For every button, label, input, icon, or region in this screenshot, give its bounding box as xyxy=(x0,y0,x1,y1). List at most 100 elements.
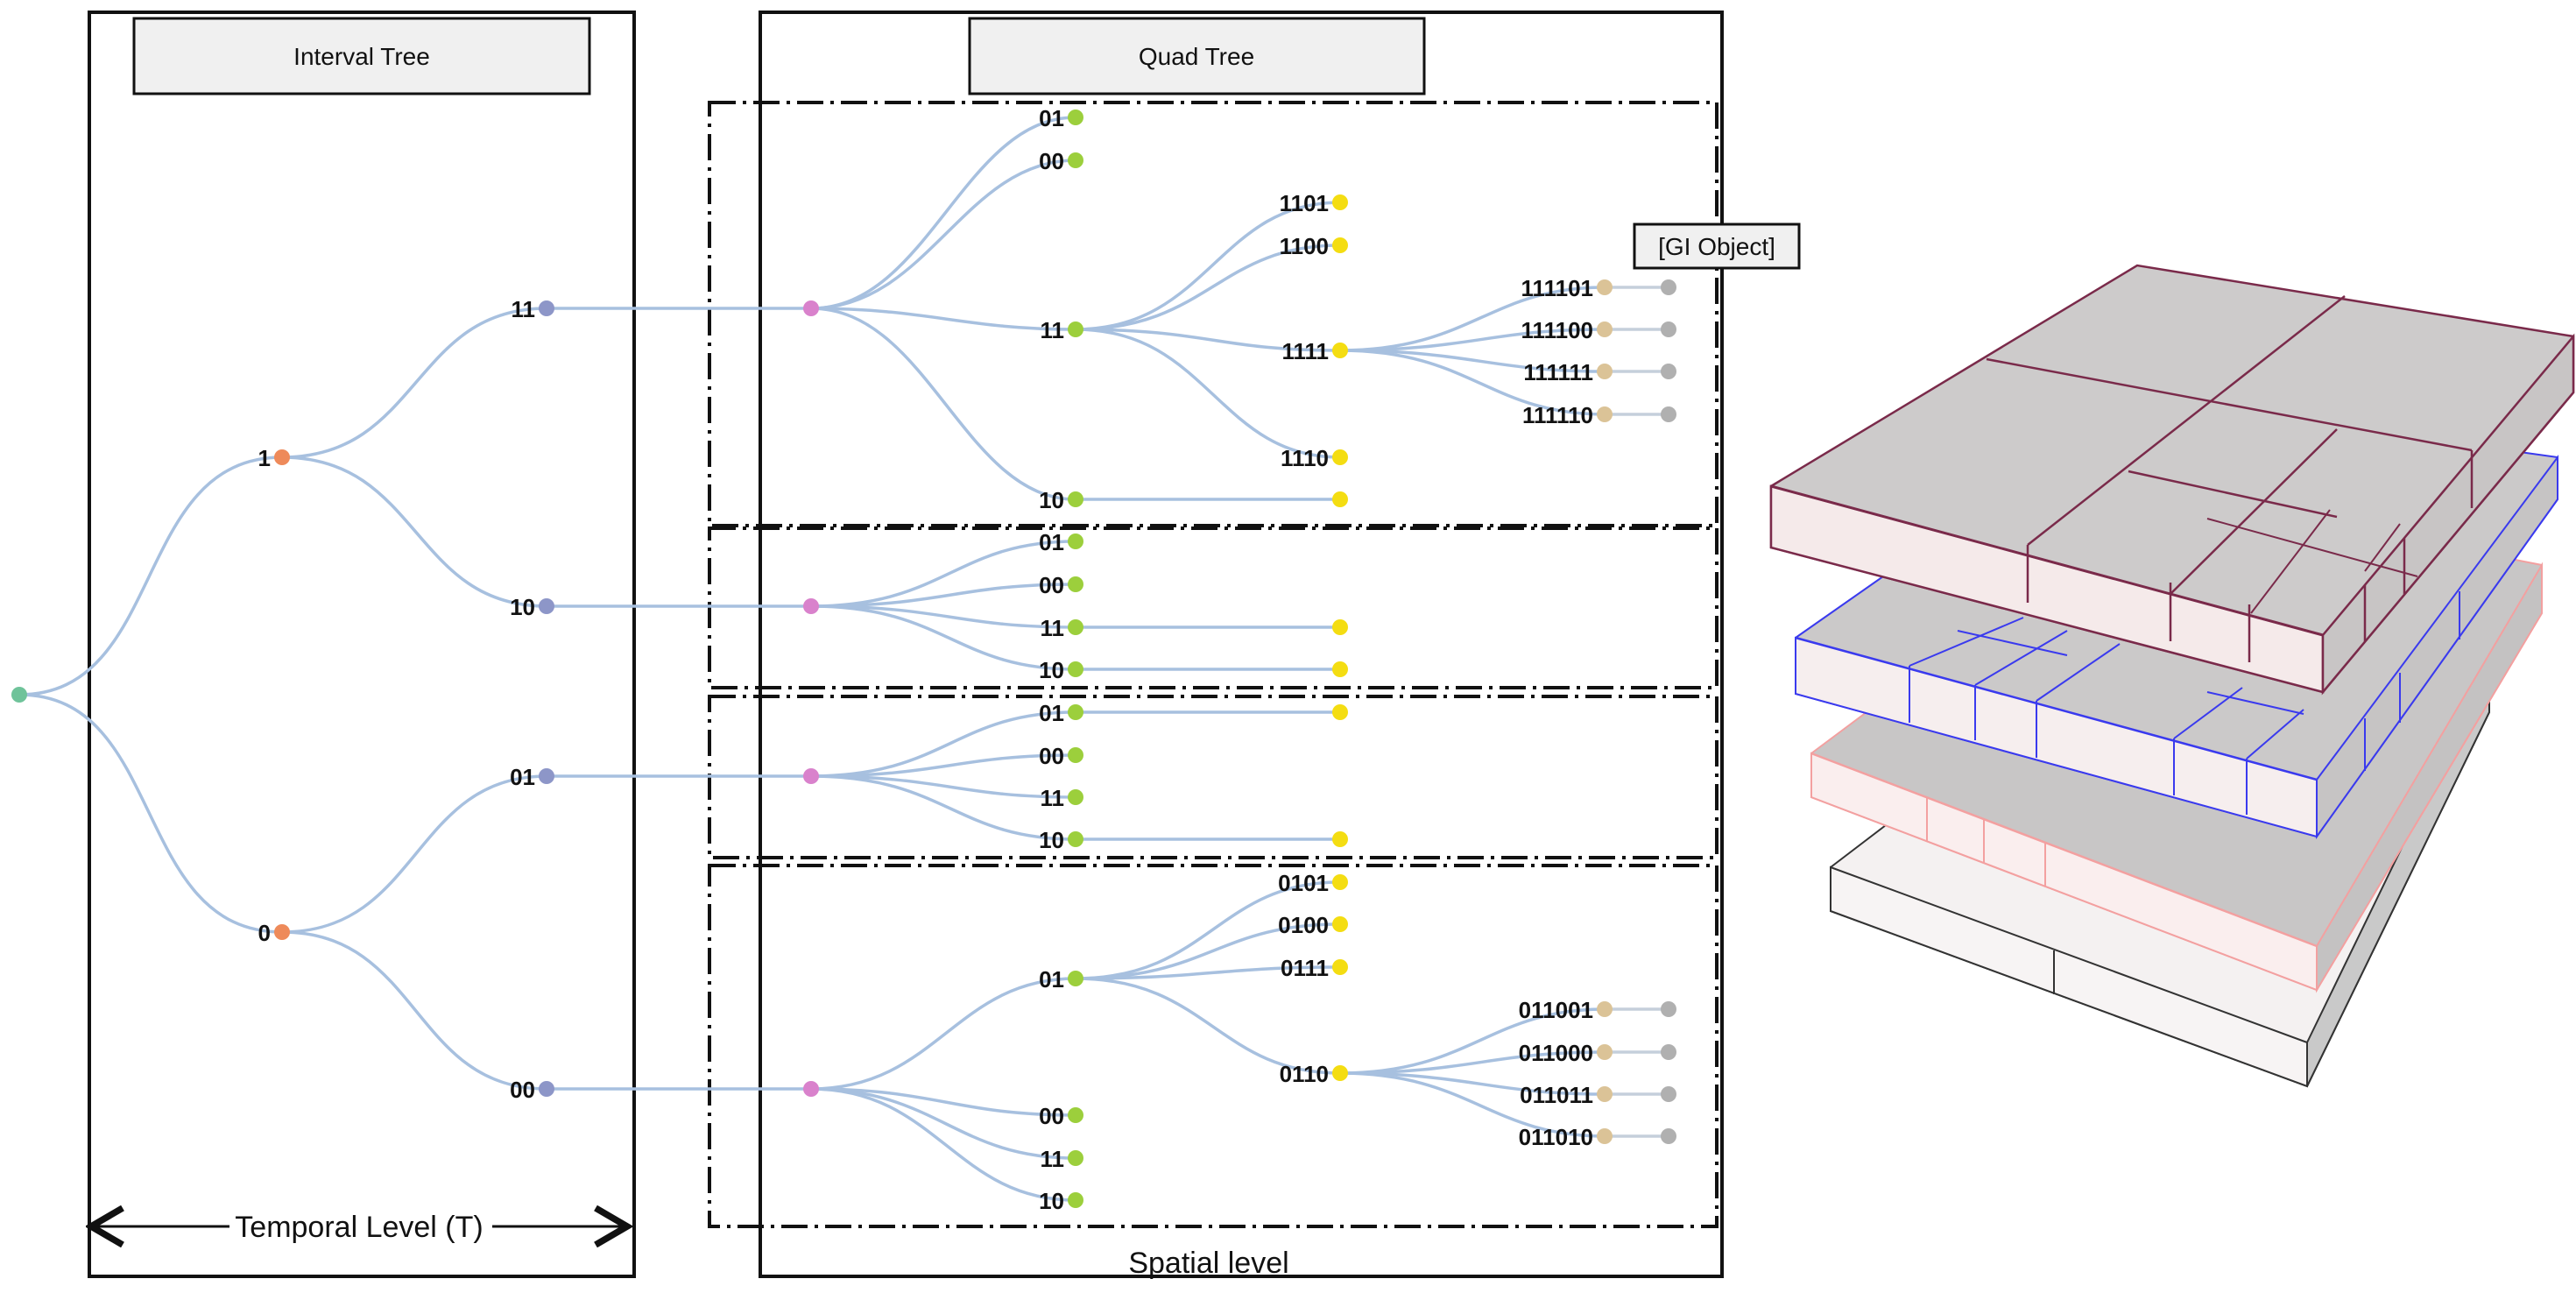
edge xyxy=(1075,328,1341,352)
node-label: 0110 xyxy=(1280,1061,1329,1087)
quad-node[interactable] xyxy=(1332,874,1348,890)
quad-root-node[interactable] xyxy=(803,598,819,614)
interval-tree-panel xyxy=(88,11,636,1278)
quad-node[interactable] xyxy=(1332,343,1348,358)
edge xyxy=(281,456,547,608)
quad-node[interactable] xyxy=(1068,110,1083,125)
gi-object-node[interactable] xyxy=(1661,406,1676,422)
gi-object-label: [GI Object] xyxy=(1658,233,1775,260)
gi-object-node[interactable] xyxy=(1661,364,1676,379)
temporal-node[interactable] xyxy=(539,1081,554,1097)
quad-node[interactable] xyxy=(1068,321,1083,337)
quad-node[interactable] xyxy=(1068,152,1083,168)
edge xyxy=(281,774,547,934)
gi-object-node[interactable] xyxy=(1661,1001,1676,1017)
quad-node[interactable] xyxy=(1068,1192,1083,1208)
gi-object-node[interactable] xyxy=(1661,321,1676,337)
edge xyxy=(810,604,1076,671)
node-label: 111111 xyxy=(1523,359,1593,385)
edge xyxy=(1075,965,1341,980)
gi-object-node[interactable] xyxy=(1661,1044,1676,1060)
tree-root-node[interactable] xyxy=(11,687,27,703)
temporal-node[interactable] xyxy=(274,449,290,465)
quad-root-node[interactable] xyxy=(803,1081,819,1097)
edge xyxy=(1075,880,1341,980)
edge xyxy=(1339,286,1606,352)
quad-node[interactable] xyxy=(1068,1107,1083,1123)
quad-node[interactable] xyxy=(1068,661,1083,677)
quad-node[interactable] xyxy=(1068,619,1083,635)
quad-node[interactable] xyxy=(1068,704,1083,720)
edge xyxy=(810,1087,1076,1202)
quad-node[interactable] xyxy=(1332,194,1348,210)
temporal-node[interactable] xyxy=(274,924,290,940)
quad-node[interactable] xyxy=(1597,279,1613,295)
quad-group-frame-00 xyxy=(708,864,1719,1228)
spatial-layers-3d xyxy=(1769,264,2575,1088)
quad-node[interactable] xyxy=(1068,1150,1083,1166)
quad-node[interactable] xyxy=(1068,491,1083,507)
node-label: 11 xyxy=(512,296,536,322)
quad-node[interactable] xyxy=(1332,831,1348,847)
tree-nodes: 1 0 11 10 01 00 01 00 11 10 1101 1100 11… xyxy=(11,105,1676,1214)
quad-node[interactable] xyxy=(1597,1001,1613,1017)
quad-node[interactable] xyxy=(1332,619,1348,635)
node-label: 01 xyxy=(1039,966,1064,993)
node-label: 10 xyxy=(1039,657,1064,683)
edge xyxy=(810,159,1076,310)
quad-node[interactable] xyxy=(1068,747,1083,763)
node-label: 11 xyxy=(1041,785,1065,811)
quad-node[interactable] xyxy=(1332,449,1348,465)
node-label: 1101 xyxy=(1280,190,1329,216)
spatial-axis-label: Spatial level xyxy=(1128,1247,1288,1280)
quad-node[interactable] xyxy=(1332,237,1348,253)
quad-node[interactable] xyxy=(1597,1044,1613,1060)
gi-object-node[interactable] xyxy=(1661,279,1676,295)
quad-node[interactable] xyxy=(1068,533,1083,549)
quad-node[interactable] xyxy=(1068,971,1083,986)
temporal-node[interactable] xyxy=(539,598,554,614)
interval-tree-title: Interval Tree xyxy=(293,43,430,70)
node-label: 11 xyxy=(1041,317,1065,343)
node-label: 1110 xyxy=(1281,445,1329,471)
edge xyxy=(1075,201,1341,331)
gi-object-node[interactable] xyxy=(1661,1128,1676,1144)
gi-object-node[interactable] xyxy=(1661,1086,1676,1102)
quad-node[interactable] xyxy=(1068,789,1083,805)
node-label: 111110 xyxy=(1522,402,1593,428)
edge xyxy=(1339,1050,1606,1075)
node-label: 00 xyxy=(1039,572,1064,598)
quad-node[interactable] xyxy=(1597,1128,1613,1144)
quad-root-node[interactable] xyxy=(803,768,819,784)
quad-node[interactable] xyxy=(1332,959,1348,975)
edge xyxy=(810,710,1076,778)
node-label: 1111 xyxy=(1281,338,1329,364)
tree-edges xyxy=(18,116,1669,1202)
edge xyxy=(1075,328,1341,459)
quad-node[interactable] xyxy=(1332,916,1348,932)
node-label: 00 xyxy=(510,1077,535,1103)
quad-node[interactable] xyxy=(1597,321,1613,337)
quad-root-node[interactable] xyxy=(803,300,819,316)
node-label: 10 xyxy=(1039,487,1064,513)
quad-node[interactable] xyxy=(1597,1086,1613,1102)
temporal-node[interactable] xyxy=(539,768,554,784)
quad-node[interactable] xyxy=(1332,661,1348,677)
quad-node[interactable] xyxy=(1332,704,1348,720)
quad-node[interactable] xyxy=(1068,831,1083,847)
quad-node[interactable] xyxy=(1597,406,1613,422)
quad-node[interactable] xyxy=(1332,491,1348,507)
temporal-node[interactable] xyxy=(539,300,554,316)
edge xyxy=(810,307,1076,331)
node-label: 0100 xyxy=(1278,912,1329,938)
node-label: 00 xyxy=(1039,743,1064,769)
quad-node[interactable] xyxy=(1597,364,1613,379)
edge xyxy=(1339,1007,1606,1075)
interval-tree-title-box xyxy=(132,17,591,95)
quad-tree-panel xyxy=(759,11,1724,1278)
node-label: 0 xyxy=(258,920,271,946)
quad-node[interactable] xyxy=(1068,576,1083,592)
quad-node[interactable] xyxy=(1332,1065,1348,1081)
edge xyxy=(1339,1071,1606,1096)
